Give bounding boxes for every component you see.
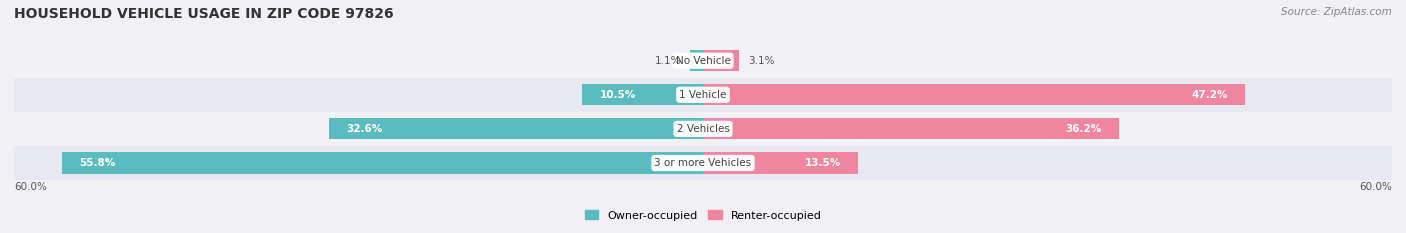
Bar [14, 78, 1392, 112]
Bar [703, 118, 1119, 140]
Bar [329, 118, 703, 140]
Text: 1.1%: 1.1% [655, 56, 681, 66]
Legend: Owner-occupied, Renter-occupied: Owner-occupied, Renter-occupied [581, 206, 825, 225]
Text: 1 Vehicle: 1 Vehicle [679, 90, 727, 100]
Text: No Vehicle: No Vehicle [675, 56, 731, 66]
Bar [14, 44, 1392, 78]
Text: 13.5%: 13.5% [804, 158, 841, 168]
Text: Source: ZipAtlas.com: Source: ZipAtlas.com [1281, 7, 1392, 17]
Text: 55.8%: 55.8% [80, 158, 115, 168]
Text: 3 or more Vehicles: 3 or more Vehicles [654, 158, 752, 168]
Bar [14, 146, 1392, 180]
Text: HOUSEHOLD VEHICLE USAGE IN ZIP CODE 97826: HOUSEHOLD VEHICLE USAGE IN ZIP CODE 9782… [14, 7, 394, 21]
Bar [703, 152, 858, 174]
Bar [14, 112, 1392, 146]
Text: 36.2%: 36.2% [1066, 124, 1101, 134]
Bar [582, 84, 703, 105]
Text: 3.1%: 3.1% [748, 56, 775, 66]
Text: 10.5%: 10.5% [599, 90, 636, 100]
Text: 60.0%: 60.0% [1360, 182, 1392, 192]
Bar [690, 50, 703, 71]
Text: 32.6%: 32.6% [346, 124, 382, 134]
Text: 2 Vehicles: 2 Vehicles [676, 124, 730, 134]
Bar [703, 84, 1244, 105]
Bar [703, 50, 738, 71]
Bar [62, 152, 703, 174]
Text: 60.0%: 60.0% [14, 182, 46, 192]
Text: 47.2%: 47.2% [1191, 90, 1227, 100]
